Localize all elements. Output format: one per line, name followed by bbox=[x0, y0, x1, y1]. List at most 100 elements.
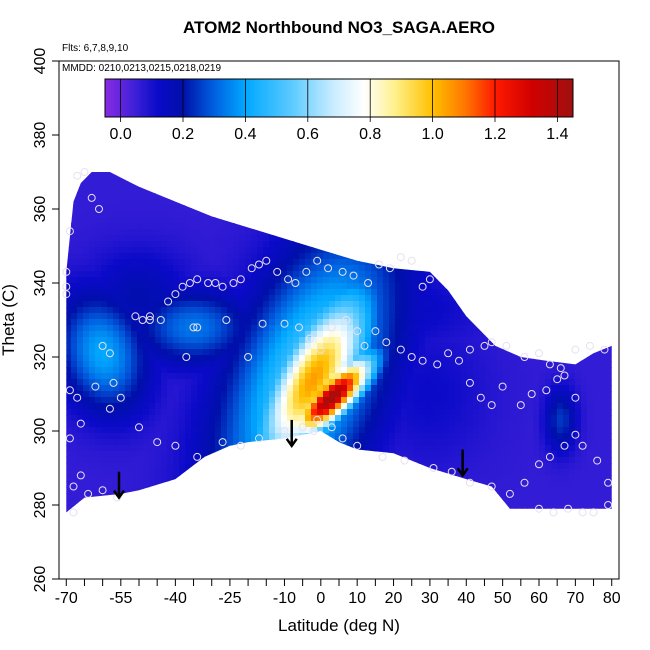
heatmap-cell bbox=[485, 505, 492, 512]
heatmap-cell bbox=[359, 409, 366, 416]
heatmap-cell bbox=[395, 157, 402, 164]
heatmap-cell bbox=[437, 397, 444, 404]
heatmap-cell bbox=[197, 427, 204, 434]
heatmap-cell bbox=[251, 313, 258, 320]
heatmap-cell bbox=[449, 277, 456, 284]
heatmap-cell bbox=[335, 415, 342, 422]
heatmap-cell bbox=[209, 427, 216, 434]
heatmap-cell bbox=[329, 205, 336, 212]
heatmap-cell bbox=[359, 199, 366, 206]
heatmap-cell bbox=[107, 415, 114, 422]
heatmap-cell bbox=[347, 403, 354, 410]
heatmap-cell bbox=[371, 481, 378, 488]
heatmap-cell bbox=[269, 439, 276, 446]
heatmap-cell bbox=[467, 505, 474, 512]
heatmap-cell bbox=[377, 205, 384, 212]
heatmap-cell bbox=[215, 373, 222, 380]
heatmap-cell bbox=[371, 379, 378, 386]
heatmap-cell bbox=[305, 493, 312, 500]
heatmap-cell bbox=[143, 223, 150, 230]
heatmap-cell bbox=[179, 277, 186, 284]
heatmap-cell bbox=[497, 463, 504, 470]
heatmap-cell bbox=[329, 253, 336, 260]
heatmap-cell bbox=[191, 433, 198, 440]
heatmap-cell bbox=[533, 259, 540, 266]
heatmap-cell bbox=[221, 481, 228, 488]
heatmap-cell bbox=[485, 331, 492, 338]
heatmap-cell bbox=[77, 475, 84, 482]
heatmap-cell bbox=[419, 499, 426, 506]
heatmap-cell bbox=[107, 439, 114, 446]
heatmap-cell bbox=[341, 403, 348, 410]
heatmap-cell bbox=[353, 181, 360, 188]
heatmap-cell bbox=[407, 517, 414, 524]
heatmap-cell bbox=[83, 331, 90, 338]
heatmap-cell bbox=[389, 505, 396, 512]
heatmap-cell bbox=[245, 325, 252, 332]
heatmap-cell bbox=[197, 175, 204, 182]
heatmap-cell bbox=[521, 301, 528, 308]
heatmap-cell bbox=[491, 415, 498, 422]
heatmap-cell bbox=[227, 325, 234, 332]
heatmap-cell bbox=[461, 517, 468, 524]
heatmap-cell bbox=[353, 361, 360, 368]
heatmap-cell bbox=[479, 457, 486, 464]
heatmap-cell bbox=[257, 241, 264, 248]
heatmap-cell bbox=[497, 367, 504, 374]
heatmap-cell bbox=[335, 319, 342, 326]
heatmap-cell bbox=[245, 235, 252, 242]
heatmap-cell bbox=[59, 415, 66, 422]
heatmap-cell bbox=[191, 157, 198, 164]
heatmap-cell bbox=[149, 331, 156, 338]
heatmap-cell bbox=[173, 205, 180, 212]
heatmap-cell bbox=[143, 301, 150, 308]
heatmap-cell bbox=[155, 469, 162, 476]
heatmap-cell bbox=[251, 223, 258, 230]
heatmap-cell bbox=[299, 367, 306, 374]
heatmap-cell bbox=[425, 481, 432, 488]
heatmap-cell bbox=[227, 289, 234, 296]
heatmap-cell bbox=[197, 247, 204, 254]
heatmap-cell bbox=[77, 235, 84, 242]
heatmap-cell bbox=[203, 253, 210, 260]
heatmap-cell bbox=[509, 361, 516, 368]
heatmap-cell bbox=[425, 517, 432, 524]
heatmap-cell bbox=[533, 373, 540, 380]
heatmap-cell bbox=[113, 151, 120, 158]
heatmap-cell bbox=[341, 253, 348, 260]
heatmap-cell bbox=[221, 271, 228, 278]
heatmap-cell bbox=[299, 199, 306, 206]
heatmap-cell bbox=[329, 517, 336, 524]
heatmap-cell bbox=[467, 445, 474, 452]
heatmap-cell bbox=[413, 361, 420, 368]
heatmap-cell bbox=[89, 469, 96, 476]
heatmap-cell bbox=[431, 265, 438, 272]
heatmap-cell bbox=[66, 301, 72, 308]
heatmap-cell bbox=[137, 247, 144, 254]
heatmap-cell bbox=[269, 265, 276, 272]
heatmap-cell bbox=[413, 385, 420, 392]
heatmap-cell bbox=[161, 313, 168, 320]
heatmap-cell bbox=[467, 511, 474, 513]
heatmap-cell bbox=[125, 271, 132, 278]
heatmap-cell bbox=[137, 373, 144, 380]
heatmap-cell bbox=[383, 337, 390, 344]
heatmap-cell bbox=[257, 301, 264, 308]
heatmap-cell bbox=[173, 265, 180, 272]
heatmap-cell bbox=[401, 331, 408, 338]
heatmap-cell bbox=[311, 397, 318, 404]
heatmap-cell bbox=[443, 487, 450, 494]
heatmap-cell bbox=[113, 271, 120, 278]
heatmap-cell bbox=[197, 355, 204, 362]
heatmap-cell bbox=[203, 487, 210, 494]
heatmap-cell bbox=[353, 481, 360, 488]
heatmap-cell bbox=[167, 253, 174, 260]
heatmap-cell bbox=[239, 283, 246, 290]
heatmap-cell bbox=[149, 241, 156, 248]
heatmap-cell bbox=[509, 187, 516, 194]
heatmap-cell bbox=[521, 289, 528, 296]
heatmap-cell bbox=[395, 517, 402, 524]
heatmap-cell bbox=[353, 373, 360, 380]
heatmap-cell bbox=[257, 427, 264, 434]
heatmap-cell bbox=[287, 295, 294, 302]
